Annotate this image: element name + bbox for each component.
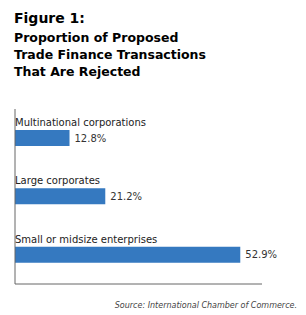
svg-text:Small or midsize enterprises: Small or midsize enterprises <box>15 234 157 245</box>
svg-text:Multinational corporations: Multinational corporations <box>15 117 146 128</box>
svg-text:52.9%: 52.9% <box>245 249 277 260</box>
svg-text:12.8%: 12.8% <box>75 133 107 144</box>
html-text:Trade Finance Transactions: Trade Finance Transactions <box>14 47 206 62</box>
svg-text:Large corporates: Large corporates <box>15 175 100 186</box>
html-text:Source: International Chamber: Source: International Chamber of Commerc… <box>114 301 297 310</box>
svg-text:21.2%: 21.2% <box>110 191 142 202</box>
html-text:That Are Rejected: That Are Rejected <box>14 64 141 79</box>
html-text:Proportion of Proposed: Proportion of Proposed <box>14 30 179 45</box>
html-text:Figure 1:: Figure 1: <box>14 10 85 26</box>
